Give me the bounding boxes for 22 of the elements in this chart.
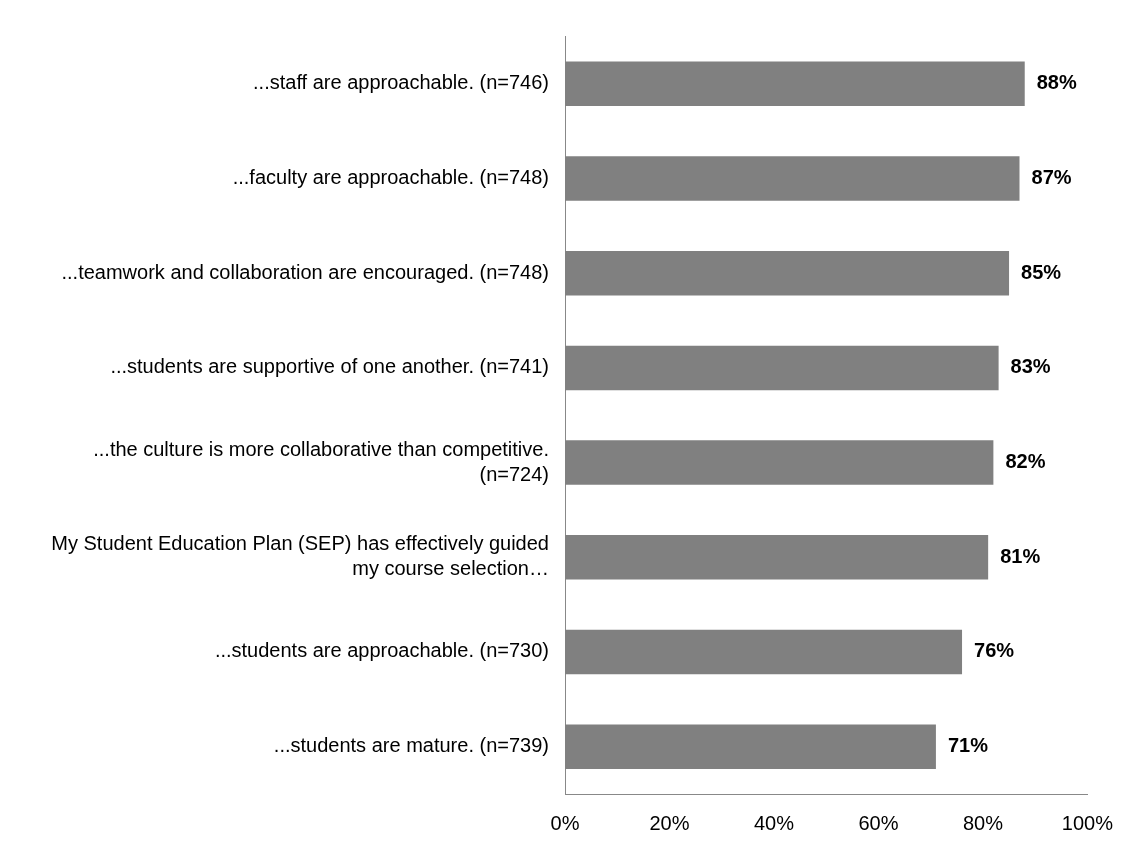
x-tick-label: 80% bbox=[962, 811, 1004, 834]
data-label: 71% bbox=[947, 734, 989, 757]
y-tick-label: My Student Education Plan (SEP) has effectively guided my course selection… bbox=[51, 532, 549, 580]
y-tick-label: ...faculty are approachable. (n=748) bbox=[232, 166, 549, 189]
y-tick-label: ...students are approachable. (n=730) bbox=[214, 639, 549, 662]
data-label: 81% bbox=[1000, 544, 1041, 567]
y-tick-label: ...the culture is more collaborative than competitive. (n=724) bbox=[93, 437, 549, 485]
data-label: 88% bbox=[1036, 71, 1077, 94]
x-tick-label: 100% bbox=[1061, 811, 1114, 834]
x-tick-label: 0% bbox=[550, 811, 580, 834]
data-label: 85% bbox=[1021, 260, 1062, 283]
y-tick-label: ...students are mature. (n=739) bbox=[273, 734, 549, 757]
data-label: 87% bbox=[1031, 166, 1072, 189]
x-tick-label: 20% bbox=[649, 811, 690, 834]
data-label: 82% bbox=[1005, 450, 1046, 473]
data-label: 76% bbox=[974, 639, 1015, 662]
y-tick-label: ...staff are approachable. (n=746) bbox=[253, 71, 549, 94]
y-tick-label: ...teamwork and collaboration are encouraged. (n=748) bbox=[61, 260, 549, 283]
x-tick-label: 60% bbox=[858, 811, 899, 834]
data-label: 83% bbox=[1010, 355, 1051, 378]
x-tick-label: 40% bbox=[753, 811, 795, 834]
y-tick-label: ...students are supportive of one another. (n=741) bbox=[110, 355, 549, 378]
